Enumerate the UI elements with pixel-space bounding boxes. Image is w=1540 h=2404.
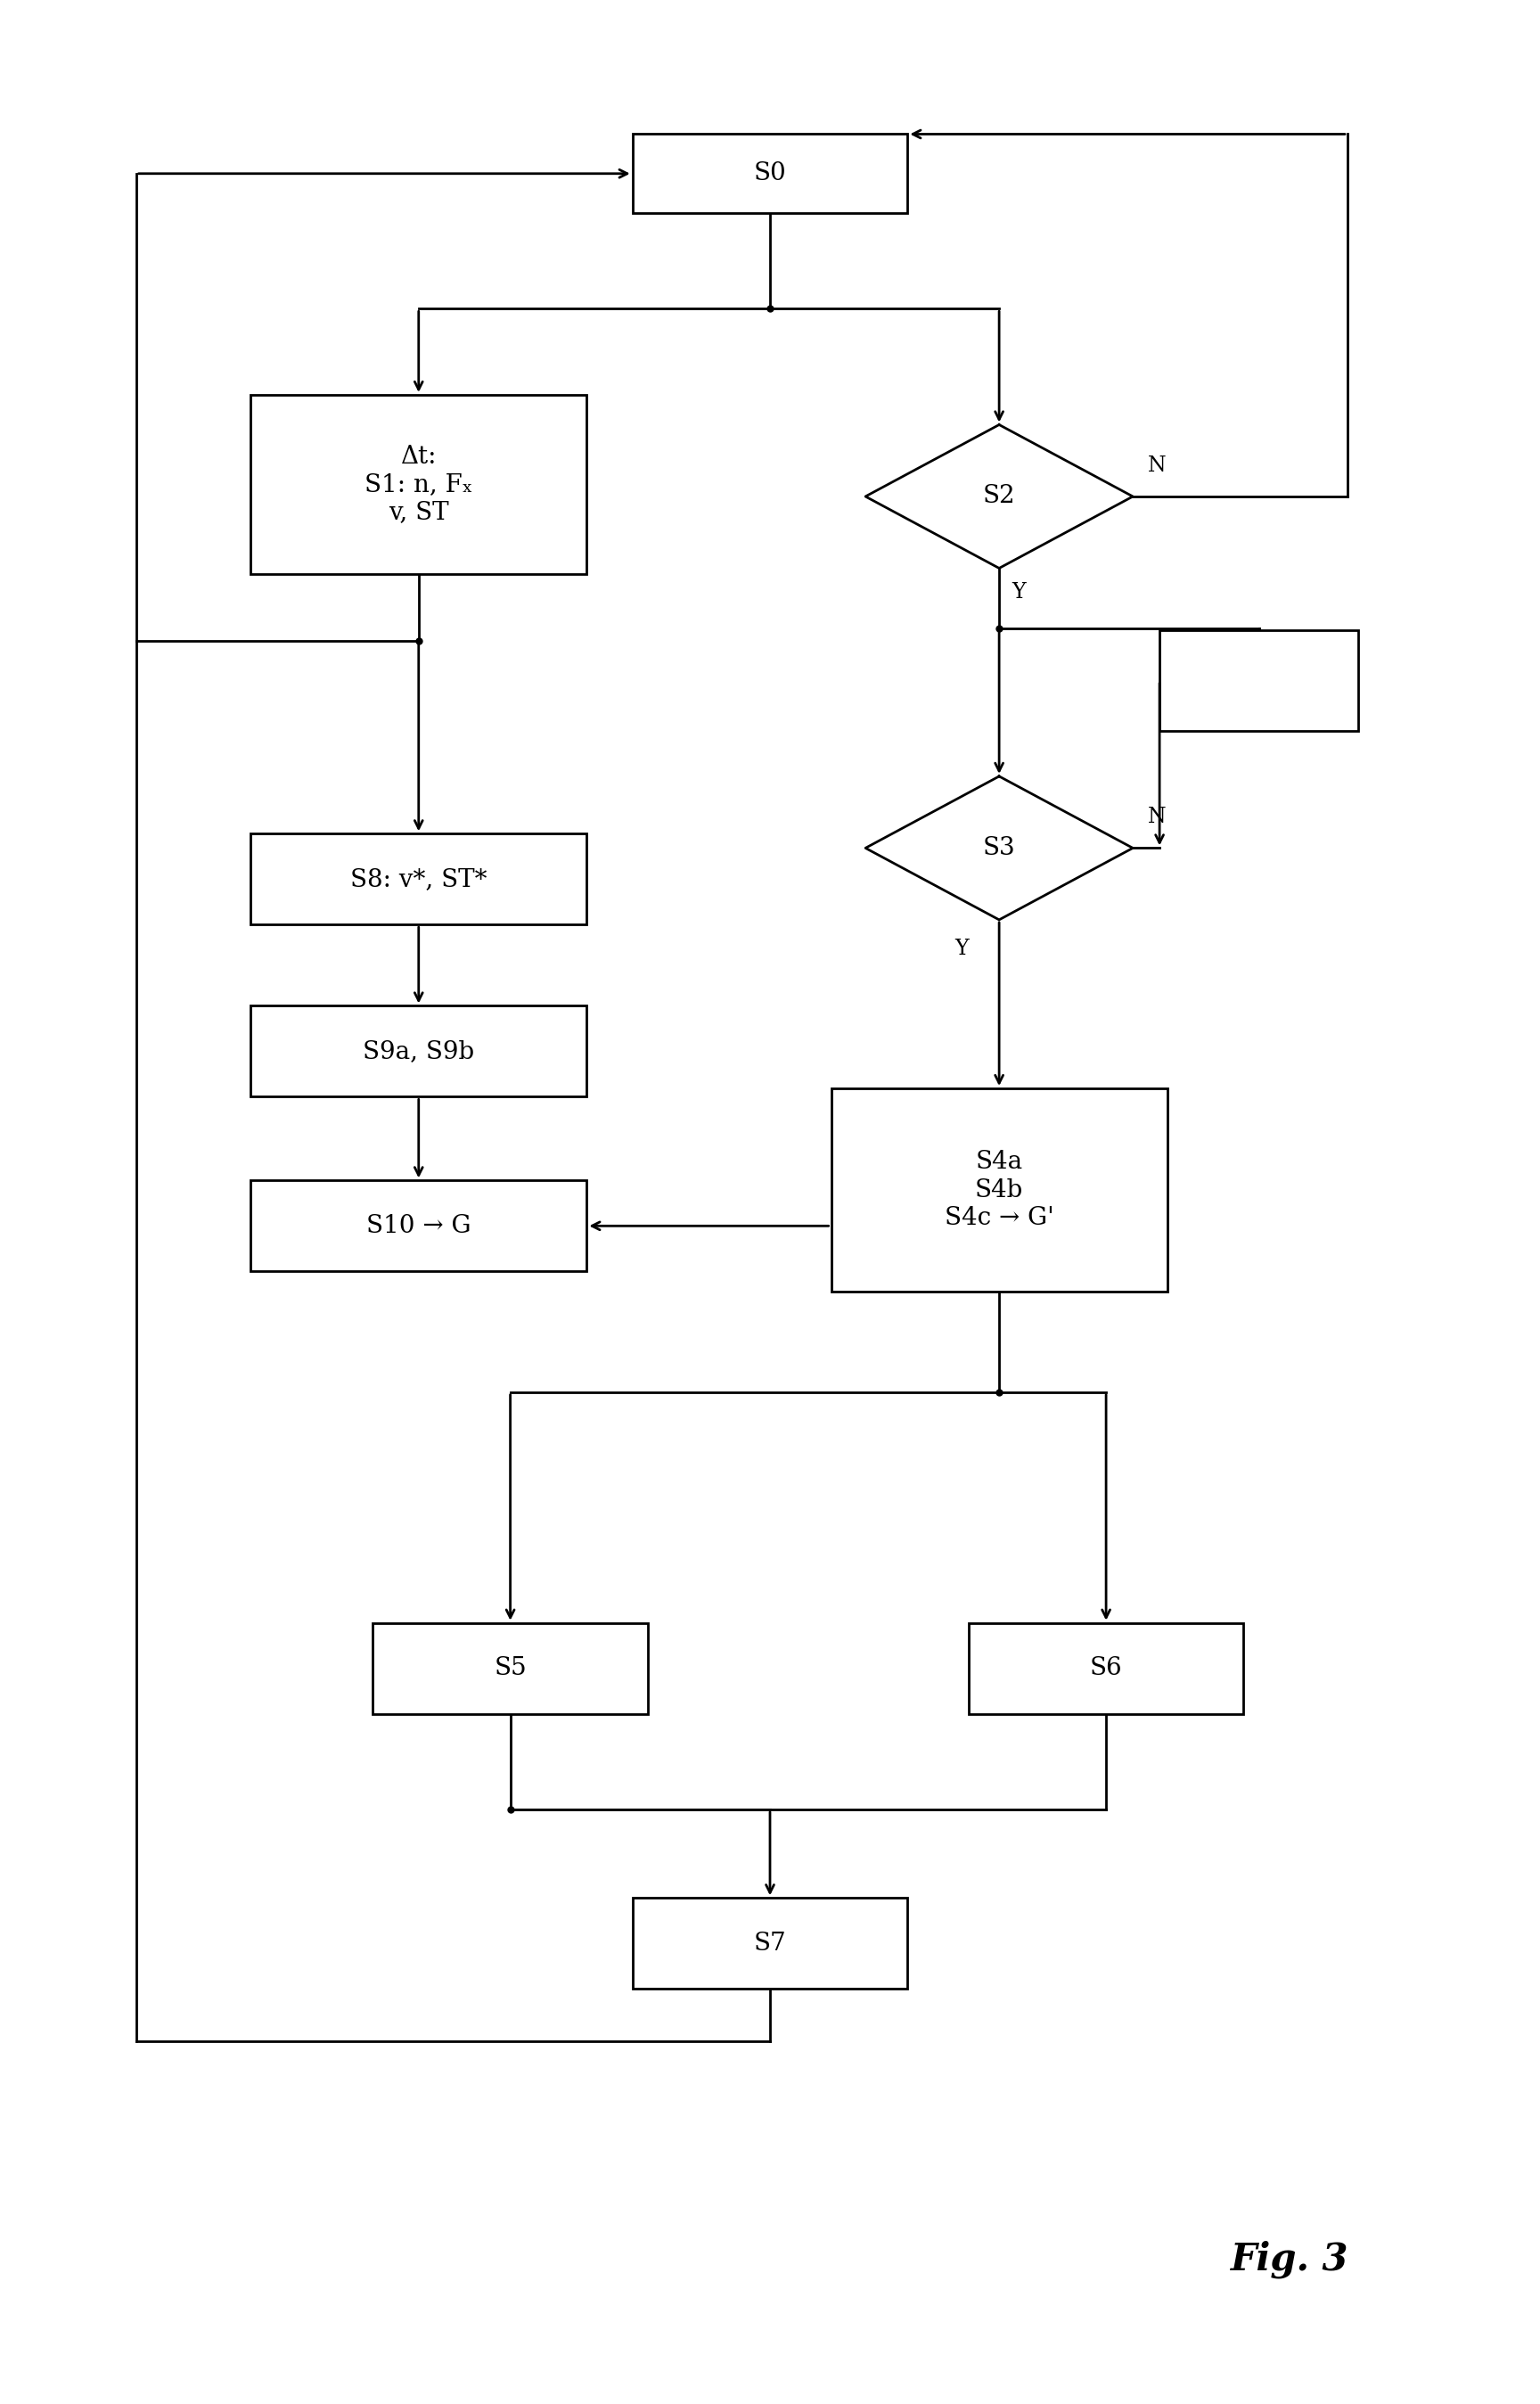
Text: Fig. 3: Fig. 3 <box>1230 2241 1349 2279</box>
Text: S2: S2 <box>983 486 1015 510</box>
FancyBboxPatch shape <box>633 1899 907 1988</box>
Text: S5: S5 <box>494 1656 527 1680</box>
FancyBboxPatch shape <box>1160 630 1358 731</box>
FancyBboxPatch shape <box>251 1180 587 1272</box>
Text: Y: Y <box>1012 582 1026 603</box>
Text: Y: Y <box>955 938 969 959</box>
Text: S7: S7 <box>753 1930 787 1954</box>
FancyBboxPatch shape <box>969 1623 1244 1714</box>
Text: S9a, S9b: S9a, S9b <box>363 1039 474 1063</box>
Text: N: N <box>1149 454 1166 476</box>
Text: Δt:
S1: n, Fₓ
v, ST: Δt: S1: n, Fₓ v, ST <box>365 445 473 524</box>
FancyBboxPatch shape <box>633 135 907 214</box>
Text: S3: S3 <box>983 837 1015 861</box>
FancyBboxPatch shape <box>251 834 587 926</box>
Text: S10 → G: S10 → G <box>367 1214 471 1238</box>
Text: S6: S6 <box>1090 1656 1123 1680</box>
Text: N: N <box>1149 808 1166 827</box>
FancyBboxPatch shape <box>251 394 587 575</box>
FancyBboxPatch shape <box>251 1005 587 1096</box>
Text: S0: S0 <box>753 161 787 185</box>
FancyBboxPatch shape <box>373 1623 648 1714</box>
Text: S4a
S4b
S4c → G': S4a S4b S4c → G' <box>944 1149 1053 1231</box>
Text: S8: v*, ST*: S8: v*, ST* <box>350 868 487 892</box>
FancyBboxPatch shape <box>832 1089 1167 1291</box>
